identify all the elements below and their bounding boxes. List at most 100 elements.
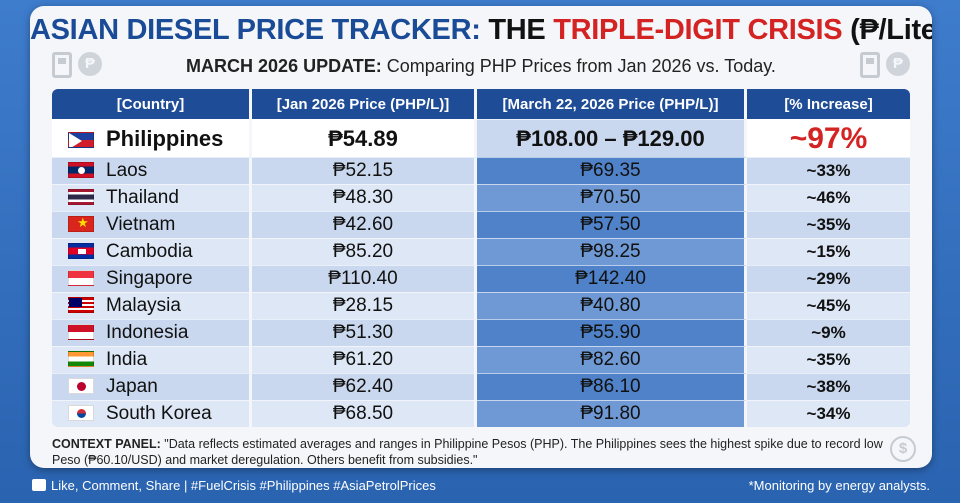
increase-cell: ~38% (747, 373, 910, 400)
column-header-mar-price: [March 22, 2026 Price (PHP/L)] (477, 89, 747, 119)
mar-price-cell: ₱82.60 (477, 346, 747, 373)
table-row: Cambodia ₱85.20 ₱98.25 ~15% (52, 238, 910, 265)
country-name: Vietnam (106, 214, 176, 235)
mar-price-cell: ₱91.80 (477, 400, 747, 427)
mar-price-cell: ₱40.80 (477, 292, 747, 319)
country-name: Laos (106, 160, 148, 181)
jan-price-cell: ₱62.40 (252, 373, 477, 400)
country-cell: India (52, 346, 252, 373)
india-flag-icon (68, 351, 94, 367)
indonesia-flag-icon (68, 324, 94, 340)
mar-price-cell: ₱98.25 (477, 238, 747, 265)
country-cell: Japan (52, 373, 252, 400)
thailand-flag-icon (68, 189, 94, 205)
increase-cell: ~15% (747, 238, 910, 265)
jan-price-cell: ₱54.89 (252, 119, 477, 157)
footer-note: *Monitoring by energy analysts. (748, 478, 930, 493)
country-cell: Malaysia (52, 292, 252, 319)
footer-left: Like, Comment, Share | #FuelCrisis #Phil… (32, 478, 436, 493)
jan-price-cell: ₱52.15 (252, 157, 477, 184)
table-header-row: [Country] [Jan 2026 Price (PHP/L)] [Marc… (52, 89, 910, 119)
japan-flag-icon (68, 378, 94, 394)
infographic-card: ASIAN DIESEL PRICE TRACKER: THE TRIPLE-D… (30, 6, 932, 468)
philippines-flag-icon (68, 131, 94, 148)
column-header-jan-price: [Jan 2026 Price (PHP/L)] (252, 89, 477, 119)
country-name: Singapore (106, 268, 193, 289)
jan-price-cell: ₱42.60 (252, 211, 477, 238)
page-subtitle: MARCH 2026 UPDATE: Comparing PHP Prices … (30, 56, 932, 77)
jan-price-cell: ₱85.20 (252, 238, 477, 265)
country-cell: South Korea (52, 400, 252, 427)
mar-price-cell: ₱70.50 (477, 184, 747, 211)
country-cell: Vietnam (52, 211, 252, 238)
country-cell: Laos (52, 157, 252, 184)
laos-flag-icon (68, 162, 94, 178)
price-table: [Country] [Jan 2026 Price (PHP/L)] [Marc… (52, 89, 910, 427)
context-panel: CONTEXT PANEL: "Data reflects estimated … (52, 436, 912, 468)
country-name: Cambodia (106, 241, 193, 262)
mar-price-cell: ₱55.90 (477, 319, 747, 346)
table-row: India ₱61.20 ₱82.60 ~35% (52, 346, 910, 373)
vietnam-flag-icon (68, 216, 94, 232)
dollar-icon: $ (890, 436, 916, 462)
country-name: Philippines (106, 125, 224, 151)
increase-cell: ~35% (747, 346, 910, 373)
thumbs-up-icon (32, 479, 46, 491)
title-highlight: TRIPLE-DIGIT CRISIS (553, 14, 843, 46)
singapore-flag-icon (68, 270, 94, 286)
country-cell: Philippines (52, 119, 252, 157)
table-row: South Korea ₱68.50 ₱91.80 ~34% (52, 400, 910, 427)
decor-right: ₱ (860, 52, 910, 82)
increase-cell: ~46% (747, 184, 910, 211)
context-text: "Data reflects estimated averages and ra… (52, 437, 883, 467)
increase-cell: ~35% (747, 211, 910, 238)
table-row: Malaysia ₱28.15 ₱40.80 ~45% (52, 292, 910, 319)
title-unit: (₱/Liter) (850, 14, 932, 46)
south-korea-flag-icon (68, 405, 94, 421)
increase-cell: ~29% (747, 265, 910, 292)
country-name: Japan (106, 376, 158, 397)
decor-left: ₱ (52, 52, 102, 82)
table-row: Vietnam ₱42.60₱57.50~35% (52, 211, 910, 238)
country-name: India (106, 349, 148, 370)
jan-price-cell: ₱110.40 (252, 265, 477, 292)
country-cell: Cambodia (52, 238, 252, 265)
fuel-can-icon (52, 52, 72, 78)
money-bag-icon: ₱ (78, 52, 102, 76)
column-header-country: [Country] (52, 89, 252, 119)
mar-price-cell: ₱108.00 – ₱129.00 (477, 119, 747, 157)
mar-price-cell: ₱142.40 (477, 265, 747, 292)
country-name: Malaysia (106, 295, 181, 316)
table-row: Thailand ₱48.30 ₱70.50 ~46% (52, 184, 910, 211)
cambodia-flag-icon (68, 243, 94, 259)
subtitle-text: Comparing PHP Prices from Jan 2026 vs. T… (381, 56, 776, 76)
country-name: Indonesia (106, 322, 189, 343)
page-title: ASIAN DIESEL PRICE TRACKER: THE TRIPLE-D… (30, 14, 932, 47)
jan-price-cell: ₱28.15 (252, 292, 477, 319)
footer-bar: Like, Comment, Share | #FuelCrisis #Phil… (30, 478, 932, 498)
table-row: Singapore ₱110.40 ₱142.40 ~29% (52, 265, 910, 292)
country-name: South Korea (106, 403, 212, 424)
title-part2: THE (480, 14, 554, 46)
malaysia-flag-icon (68, 297, 94, 313)
increase-cell: ~34% (747, 400, 910, 427)
mar-price-cell: ₱69.35 (477, 157, 747, 184)
increase-cell: ~97% (747, 119, 910, 157)
country-cell: Thailand (52, 184, 252, 211)
table-row: Laos ₱52.15 ₱69.35 ~33% (52, 157, 910, 184)
table-row: Philippines ₱54.89 ₱108.00 – ₱129.00 ~97% (52, 119, 910, 157)
jan-price-cell: ₱61.20 (252, 346, 477, 373)
country-cell: Singapore (52, 265, 252, 292)
footer-hashtags: Like, Comment, Share | #FuelCrisis #Phil… (51, 478, 436, 493)
mar-price-cell: ₱86.10 (477, 373, 747, 400)
subtitle-label: MARCH 2026 UPDATE: (186, 56, 382, 76)
coin-icon: ₱ (886, 52, 910, 76)
title-part1: ASIAN DIESEL PRICE TRACKER: (30, 14, 481, 46)
context-label: CONTEXT PANEL: (52, 437, 161, 451)
fuel-can-icon (860, 52, 880, 78)
country-name: Thailand (106, 187, 179, 208)
increase-cell: ~33% (747, 157, 910, 184)
table-row: Indonesia ₱51.30 ₱55.90 ~9% (52, 319, 910, 346)
column-header-increase: [% Increase] (747, 89, 910, 119)
